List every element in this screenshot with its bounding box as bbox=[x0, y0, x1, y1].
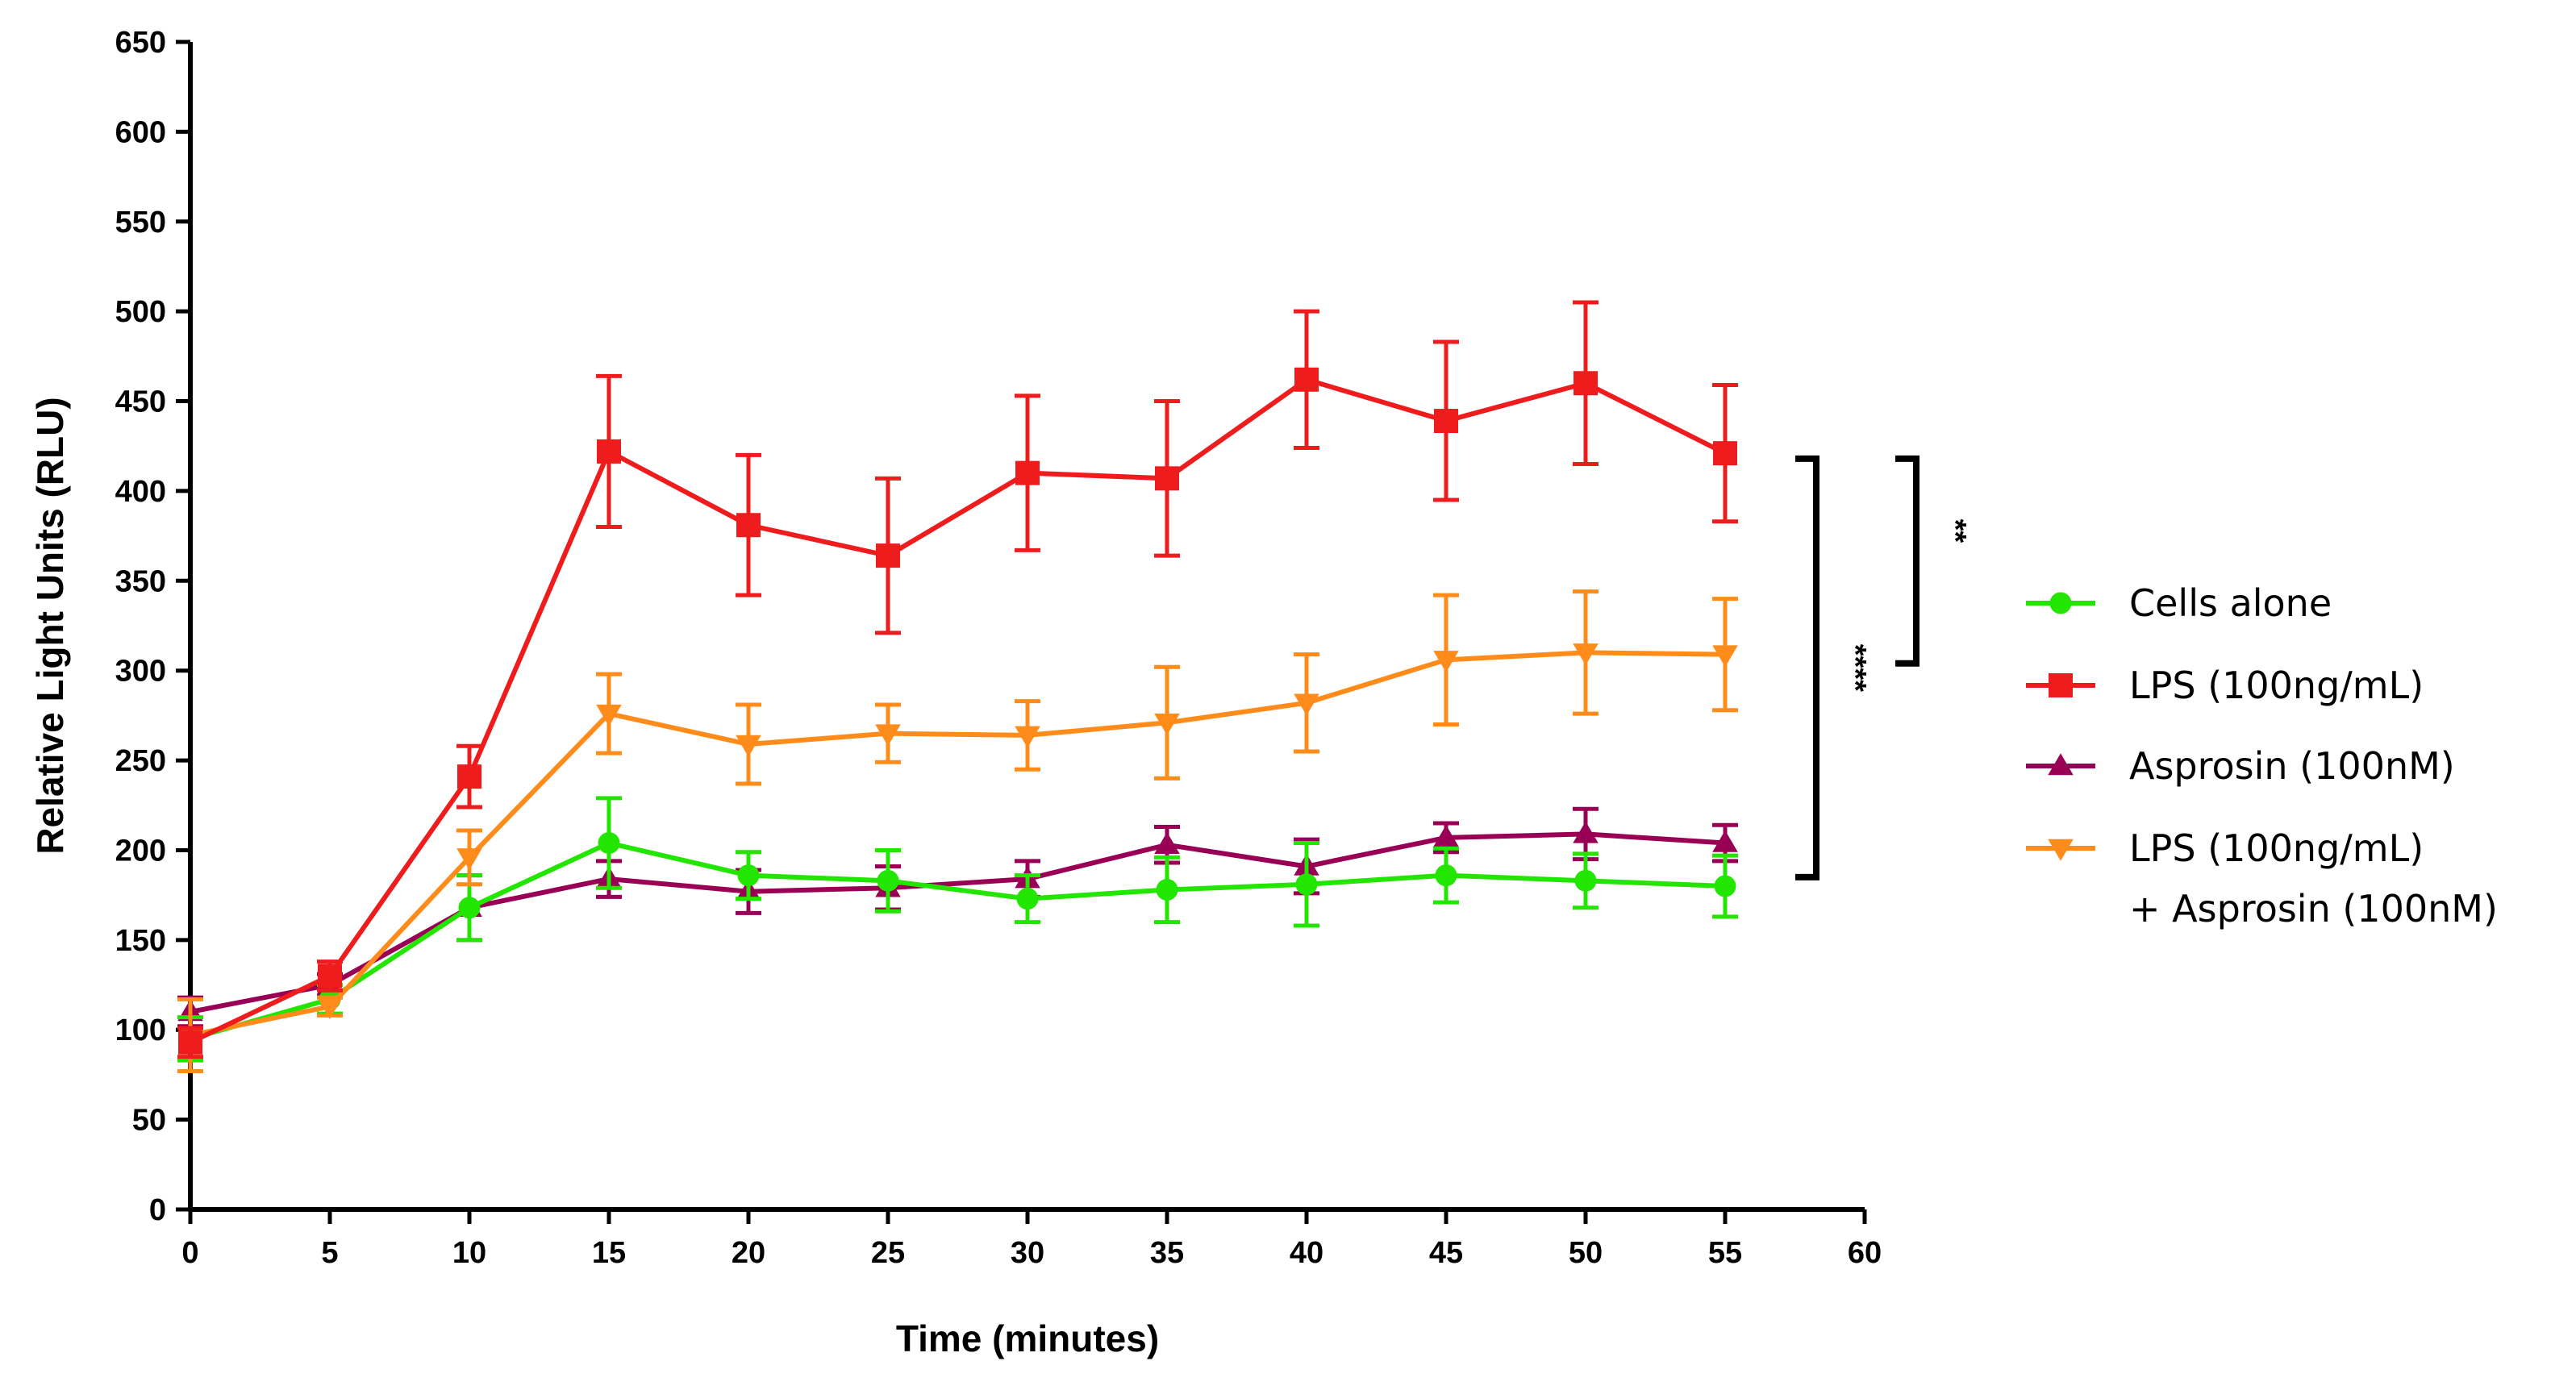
data-point bbox=[597, 439, 621, 464]
data-point bbox=[877, 869, 899, 892]
data-point bbox=[1154, 832, 1180, 855]
data-point bbox=[1294, 693, 1319, 716]
series-line bbox=[190, 650, 1726, 1038]
data-point bbox=[736, 513, 761, 538]
data-point bbox=[2048, 839, 2074, 861]
y-tick-label: 400 bbox=[115, 475, 166, 509]
y-axis-title: Relative Light Units (RLU) bbox=[29, 397, 71, 854]
ticks: 0501001502002503003504004505005506006500… bbox=[115, 26, 1882, 1270]
significance-bracket-1 bbox=[1795, 455, 1819, 880]
legend-item-0: Cells alone bbox=[2026, 581, 2332, 625]
x-tick-label: 50 bbox=[1569, 1236, 1603, 1270]
data-point bbox=[1015, 726, 1040, 748]
x-tick-label: 35 bbox=[1150, 1236, 1184, 1270]
data-point bbox=[875, 724, 901, 747]
data-point bbox=[317, 997, 343, 1020]
legend-item-3: LPS (100ng/mL) + Asprosin (100nM) bbox=[2026, 826, 2498, 930]
data-point bbox=[1573, 821, 1599, 843]
data-point bbox=[1712, 830, 1738, 852]
legend: Cells alone LPS (100ng/mL) Asprosin (100nM… bbox=[2026, 581, 2498, 930]
y-tick-label: 300 bbox=[115, 655, 166, 689]
data-point bbox=[1155, 466, 1179, 491]
data-point bbox=[178, 1030, 202, 1055]
data-point bbox=[598, 832, 620, 855]
data-point bbox=[458, 897, 481, 919]
legend-item-2: Asprosin (100nM) bbox=[2026, 744, 2455, 788]
data-point bbox=[1433, 825, 1459, 847]
y-tick-label: 100 bbox=[115, 1014, 166, 1047]
data-point bbox=[457, 764, 481, 789]
x-tick-label: 0 bbox=[181, 1236, 198, 1270]
data-point bbox=[2049, 592, 2072, 614]
series-line bbox=[190, 840, 1726, 1042]
x-tick-label: 5 bbox=[321, 1236, 338, 1270]
y-tick-label: 550 bbox=[115, 206, 166, 239]
data-point bbox=[318, 964, 342, 989]
x-tick-label: 55 bbox=[1708, 1236, 1742, 1270]
data-point bbox=[876, 543, 900, 568]
y-tick-label: 250 bbox=[115, 744, 166, 778]
data-point bbox=[1294, 367, 1319, 392]
y-tick-label: 450 bbox=[115, 385, 166, 419]
series-layer bbox=[177, 300, 1738, 1073]
legend-label: Asprosin (100nM) bbox=[2129, 744, 2455, 788]
data-point bbox=[1714, 875, 1736, 897]
series-3 bbox=[177, 589, 1738, 1073]
x-tick-label: 10 bbox=[452, 1236, 486, 1270]
data-point bbox=[596, 704, 622, 726]
data-point bbox=[2048, 753, 2074, 776]
data-point bbox=[1713, 441, 1737, 466]
legend-label: + Asprosin (100nM) bbox=[2129, 887, 2498, 930]
y-tick-label: 150 bbox=[115, 924, 166, 958]
series-1 bbox=[177, 300, 1738, 1059]
y-tick-label: 0 bbox=[149, 1193, 166, 1227]
data-point bbox=[1574, 371, 1598, 396]
legend-label: LPS (100ng/mL) bbox=[2129, 826, 2424, 870]
y-tick-label: 600 bbox=[115, 115, 166, 149]
x-tick-label: 45 bbox=[1429, 1236, 1463, 1270]
axes bbox=[188, 42, 1865, 1212]
significance-annotations: ****** bbox=[1795, 455, 1972, 880]
x-tick-label: 40 bbox=[1290, 1236, 1323, 1270]
significance-label-2: ** bbox=[1938, 519, 1972, 543]
data-point bbox=[1015, 460, 1040, 485]
data-point bbox=[2049, 673, 2073, 697]
data-point bbox=[1433, 651, 1459, 673]
x-tick-label: 25 bbox=[871, 1236, 905, 1270]
series-line bbox=[190, 831, 1726, 1014]
y-tick-label: 50 bbox=[132, 1104, 166, 1138]
x-tick-label: 20 bbox=[732, 1236, 765, 1270]
y-tick-label: 650 bbox=[115, 26, 166, 60]
data-point bbox=[1295, 873, 1318, 896]
data-point bbox=[737, 864, 760, 887]
data-point bbox=[1573, 643, 1599, 666]
x-axis-title: Time (minutes) bbox=[896, 1317, 1159, 1359]
data-point bbox=[1435, 864, 1457, 887]
significance-label-1: **** bbox=[1838, 644, 1872, 692]
data-point bbox=[1712, 645, 1738, 668]
y-tick-label: 500 bbox=[115, 295, 166, 329]
data-point bbox=[1434, 409, 1458, 434]
data-point bbox=[1016, 888, 1039, 910]
data-point bbox=[1154, 714, 1180, 736]
legend-label: Cells alone bbox=[2129, 581, 2332, 625]
data-point bbox=[1574, 869, 1597, 892]
data-point bbox=[456, 848, 482, 871]
y-tick-label: 350 bbox=[115, 564, 166, 598]
legend-item-1: LPS (100ng/mL) bbox=[2026, 664, 2424, 707]
series-line bbox=[189, 377, 1727, 1045]
x-tick-label: 30 bbox=[1011, 1236, 1044, 1270]
x-tick-label: 60 bbox=[1848, 1236, 1882, 1270]
data-point bbox=[1156, 878, 1178, 901]
y-tick-label: 200 bbox=[115, 834, 166, 868]
x-tick-label: 15 bbox=[592, 1236, 626, 1270]
legend-label: LPS (100ng/mL) bbox=[2129, 664, 2424, 707]
significance-bracket-2 bbox=[1895, 455, 1919, 667]
data-point bbox=[736, 735, 761, 757]
